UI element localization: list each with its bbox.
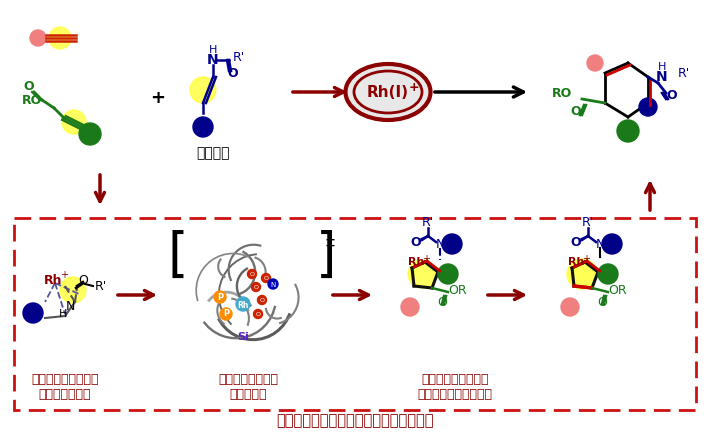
Circle shape bbox=[79, 123, 101, 145]
Text: +: + bbox=[60, 270, 68, 280]
Text: O: O bbox=[571, 105, 581, 117]
Text: [: [ bbox=[168, 230, 189, 282]
Circle shape bbox=[567, 259, 597, 289]
Circle shape bbox=[62, 110, 86, 134]
Circle shape bbox=[248, 269, 256, 279]
Text: Rh: Rh bbox=[237, 300, 248, 310]
Circle shape bbox=[23, 303, 43, 323]
Text: +: + bbox=[422, 254, 430, 264]
Text: 計算化学によるシミュレーションの結果: 計算化学によるシミュレーションの結果 bbox=[276, 413, 434, 429]
Text: R': R' bbox=[678, 67, 690, 79]
Text: P: P bbox=[217, 293, 223, 302]
Text: NH: NH bbox=[596, 238, 615, 251]
Text: P: P bbox=[223, 310, 229, 319]
Circle shape bbox=[268, 279, 278, 289]
Text: N: N bbox=[656, 70, 668, 84]
Text: RO: RO bbox=[552, 86, 572, 99]
Text: ３分子揃った段階で
初めてエナミドも反応: ３分子揃った段階で 初めてエナミドも反応 bbox=[417, 373, 493, 401]
Text: 次に残り２分子が
配位し反応: 次に残り２分子が 配位し反応 bbox=[218, 373, 278, 401]
Text: ]: ] bbox=[316, 230, 337, 282]
Text: Rh: Rh bbox=[408, 257, 424, 267]
Circle shape bbox=[214, 291, 226, 303]
Text: N: N bbox=[271, 282, 275, 288]
Text: O: O bbox=[571, 235, 581, 249]
Circle shape bbox=[49, 27, 71, 49]
Text: O: O bbox=[78, 273, 88, 286]
Text: Rh: Rh bbox=[44, 273, 62, 286]
Circle shape bbox=[438, 264, 458, 284]
Circle shape bbox=[408, 260, 436, 288]
Circle shape bbox=[442, 234, 462, 254]
Text: ‡: ‡ bbox=[326, 234, 335, 252]
Ellipse shape bbox=[346, 64, 430, 120]
Text: O: O bbox=[667, 89, 677, 102]
Text: O: O bbox=[263, 276, 268, 281]
Circle shape bbox=[258, 296, 266, 304]
Text: O: O bbox=[228, 67, 239, 79]
Circle shape bbox=[598, 264, 618, 284]
Text: +: + bbox=[582, 254, 590, 264]
Text: N: N bbox=[65, 300, 75, 313]
Text: R': R' bbox=[582, 215, 594, 228]
Circle shape bbox=[30, 30, 46, 46]
Text: Rh(I): Rh(I) bbox=[367, 85, 409, 99]
Circle shape bbox=[190, 77, 216, 103]
Text: OR: OR bbox=[608, 283, 627, 296]
Text: R': R' bbox=[233, 51, 245, 64]
Text: +: + bbox=[151, 89, 165, 107]
Text: O: O bbox=[253, 285, 258, 290]
Circle shape bbox=[401, 298, 419, 316]
Text: RO: RO bbox=[22, 93, 43, 106]
Text: Si: Si bbox=[237, 332, 249, 342]
Text: エナミド: エナミド bbox=[196, 146, 230, 160]
Text: まずエナミドが配位
するが反応せず: まずエナミドが配位 するが反応せず bbox=[31, 373, 99, 401]
Text: O: O bbox=[249, 272, 254, 277]
Circle shape bbox=[587, 55, 603, 71]
Text: R': R' bbox=[422, 215, 434, 228]
Text: N: N bbox=[207, 53, 219, 67]
Text: O: O bbox=[410, 235, 421, 249]
Circle shape bbox=[561, 298, 579, 316]
Circle shape bbox=[261, 273, 271, 283]
Text: O: O bbox=[597, 296, 607, 309]
Text: NH: NH bbox=[436, 238, 454, 251]
Circle shape bbox=[617, 120, 639, 142]
Circle shape bbox=[253, 310, 263, 319]
Circle shape bbox=[602, 234, 622, 254]
Circle shape bbox=[639, 98, 657, 116]
Text: O: O bbox=[437, 296, 447, 309]
Text: H: H bbox=[59, 309, 67, 319]
Circle shape bbox=[251, 283, 261, 292]
Text: O: O bbox=[259, 298, 265, 303]
Text: R': R' bbox=[95, 279, 107, 293]
Text: +: + bbox=[409, 81, 420, 93]
Text: O: O bbox=[256, 312, 261, 317]
Circle shape bbox=[193, 117, 213, 137]
Text: H: H bbox=[657, 62, 666, 72]
Text: H: H bbox=[209, 45, 217, 55]
Circle shape bbox=[60, 277, 86, 303]
Text: Rh: Rh bbox=[568, 257, 584, 267]
Text: OR: OR bbox=[448, 283, 466, 296]
Circle shape bbox=[236, 297, 250, 311]
Text: O: O bbox=[23, 79, 34, 92]
Circle shape bbox=[220, 308, 232, 320]
